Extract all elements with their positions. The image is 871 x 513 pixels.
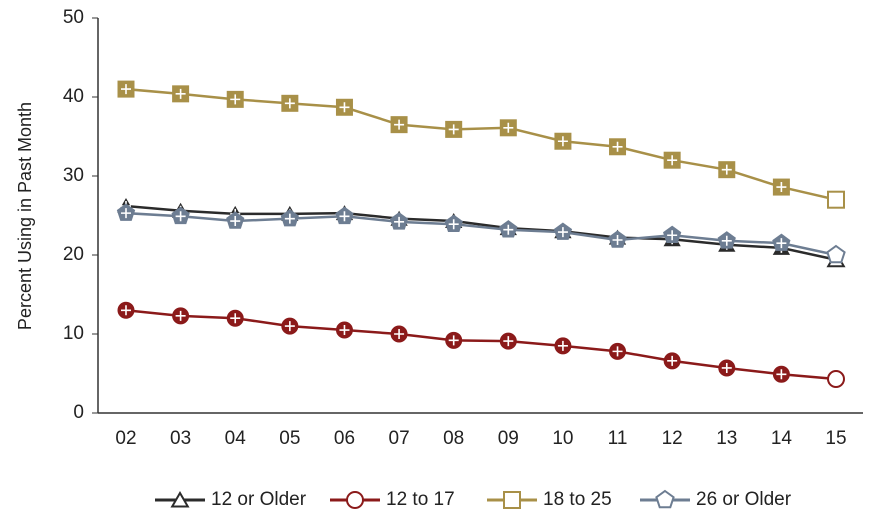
x-tick-label: 09 [498, 428, 519, 449]
x-tick-label: 06 [334, 428, 355, 449]
y-tick-label: 10 [63, 323, 84, 344]
marker-plus [612, 346, 623, 357]
legend-label: 18 to 25 [543, 489, 612, 510]
data-marker [827, 370, 845, 389]
marker-plus [503, 224, 514, 235]
y-tick-label: 40 [63, 86, 84, 107]
x-tick-label: 02 [115, 428, 136, 449]
marker-plus [448, 335, 459, 346]
legend-marker [655, 489, 675, 509]
marker-plus [394, 329, 405, 339]
marker-plus [175, 310, 186, 321]
marker-plus [776, 369, 787, 380]
marker-plus [394, 119, 405, 130]
marker-plus [284, 213, 295, 224]
marker-plus [230, 94, 241, 105]
marker-plus [121, 84, 131, 95]
marker-plus [230, 216, 241, 227]
marker-plus [612, 141, 623, 152]
marker-plus [448, 124, 459, 135]
x-tick-label: 05 [279, 428, 300, 449]
y-tick-label: 50 [63, 7, 84, 28]
marker-plus [612, 234, 623, 245]
marker-plus [721, 362, 732, 373]
marker-plus [339, 211, 350, 222]
x-tick-label: 12 [662, 428, 683, 449]
x-tick-label: 07 [389, 428, 410, 449]
marker-plus [339, 325, 350, 336]
x-tick-label: 08 [443, 428, 464, 449]
y-tick-label: 30 [63, 165, 84, 186]
marker-plus [667, 355, 678, 366]
y-axis-label: Percent Using in Past Month [15, 102, 35, 330]
x-tick-label: 11 [608, 428, 628, 449]
marker-plus [667, 155, 678, 166]
series-line [125, 87, 837, 201]
marker-plus [776, 182, 787, 193]
marker-plus [284, 321, 295, 332]
x-tick-label: 14 [771, 428, 793, 449]
y-tick-label: 0 [73, 402, 84, 423]
marker-plus [230, 313, 241, 324]
marker-plus [175, 211, 186, 222]
marker-plus [121, 208, 131, 219]
marker-plus [557, 227, 568, 238]
series-line [125, 309, 837, 381]
series-line [125, 211, 837, 257]
x-tick-label: 10 [552, 428, 573, 449]
x-tick-label: 15 [825, 428, 846, 449]
marker-plus [721, 235, 732, 246]
marker-plus [503, 122, 514, 133]
legend-marker [346, 491, 364, 509]
legend-marker [170, 491, 190, 508]
legend-label: 12 to 17 [386, 489, 455, 510]
marker-plus [175, 88, 186, 99]
marker-plus [503, 336, 514, 347]
x-tick-label: 03 [170, 428, 191, 449]
series-line [125, 204, 837, 261]
y-tick-label: 20 [63, 244, 84, 265]
data-marker [827, 190, 845, 209]
marker-plus [339, 102, 350, 113]
marker-plus [776, 238, 787, 249]
marker-plus [721, 164, 732, 175]
marker-plus [667, 230, 678, 241]
legend-label: 26 or Older [696, 489, 792, 510]
x-tick-label: 04 [225, 428, 247, 449]
marker-plus [557, 340, 568, 351]
marker-plus [394, 216, 405, 227]
legend-marker [503, 491, 521, 509]
marker-plus [557, 136, 568, 147]
marker-plus [121, 305, 131, 316]
data-marker [826, 244, 846, 264]
marker-plus [284, 98, 295, 109]
legend-label: 12 or Older [211, 489, 307, 510]
marker-plus [448, 219, 459, 230]
x-tick-label: 13 [716, 428, 737, 449]
